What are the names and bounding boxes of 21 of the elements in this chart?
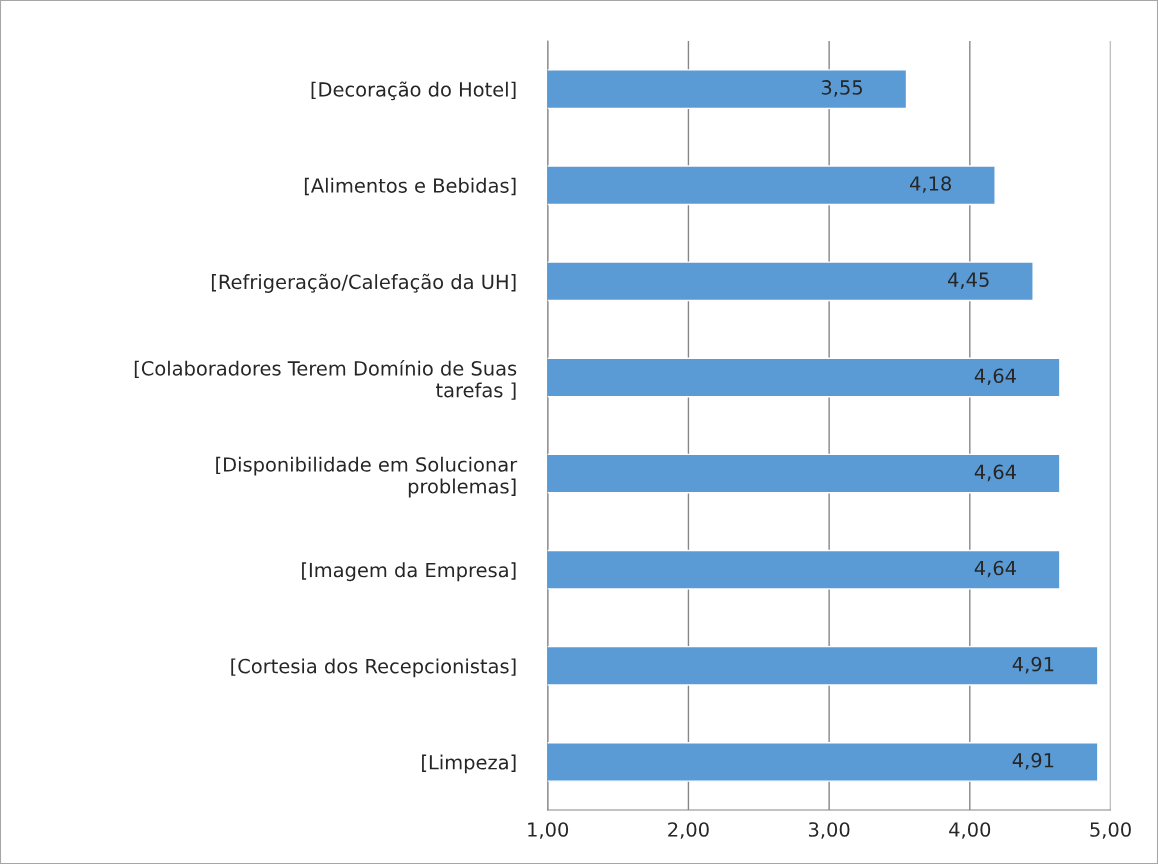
y-tick-label: [Cortesia dos Recepcionistas] xyxy=(231,658,516,678)
data-label: 4,64 xyxy=(974,464,1016,482)
y-tick-label: [Decoração do Hotel] xyxy=(311,81,516,101)
data-label: 4,18 xyxy=(909,176,951,193)
data-label: 4,91 xyxy=(1012,656,1054,674)
x-tick-label: 5,00 xyxy=(1090,822,1131,839)
y-tick-label: [Colaboradores Terem Domínio de Suas tarefas ] xyxy=(134,359,517,400)
x-tick-label: 3,00 xyxy=(808,822,850,839)
y-tick-label: [Alimentos e Bebidas] xyxy=(304,177,516,196)
data-label: 4,64 xyxy=(974,560,1016,578)
data-label: 4,45 xyxy=(947,272,989,289)
x-tick-label: 4,00 xyxy=(949,822,991,839)
data-label: 4,91 xyxy=(1012,752,1054,770)
y-tick-label: [Imagem da Empresa] xyxy=(302,562,516,582)
x-tick-label: 2,00 xyxy=(668,822,709,839)
y-tick-label: [Limpeza] xyxy=(422,754,516,774)
data-label: 3,55 xyxy=(821,80,862,97)
data-label: 4,64 xyxy=(974,368,1016,386)
y-tick-label: [Refrigeração/Calefação da UH] xyxy=(211,273,516,293)
y-tick-label: [Disponibilidade em Solucionar problemas] xyxy=(216,456,518,498)
x-tick-label: 1,00 xyxy=(528,822,569,839)
